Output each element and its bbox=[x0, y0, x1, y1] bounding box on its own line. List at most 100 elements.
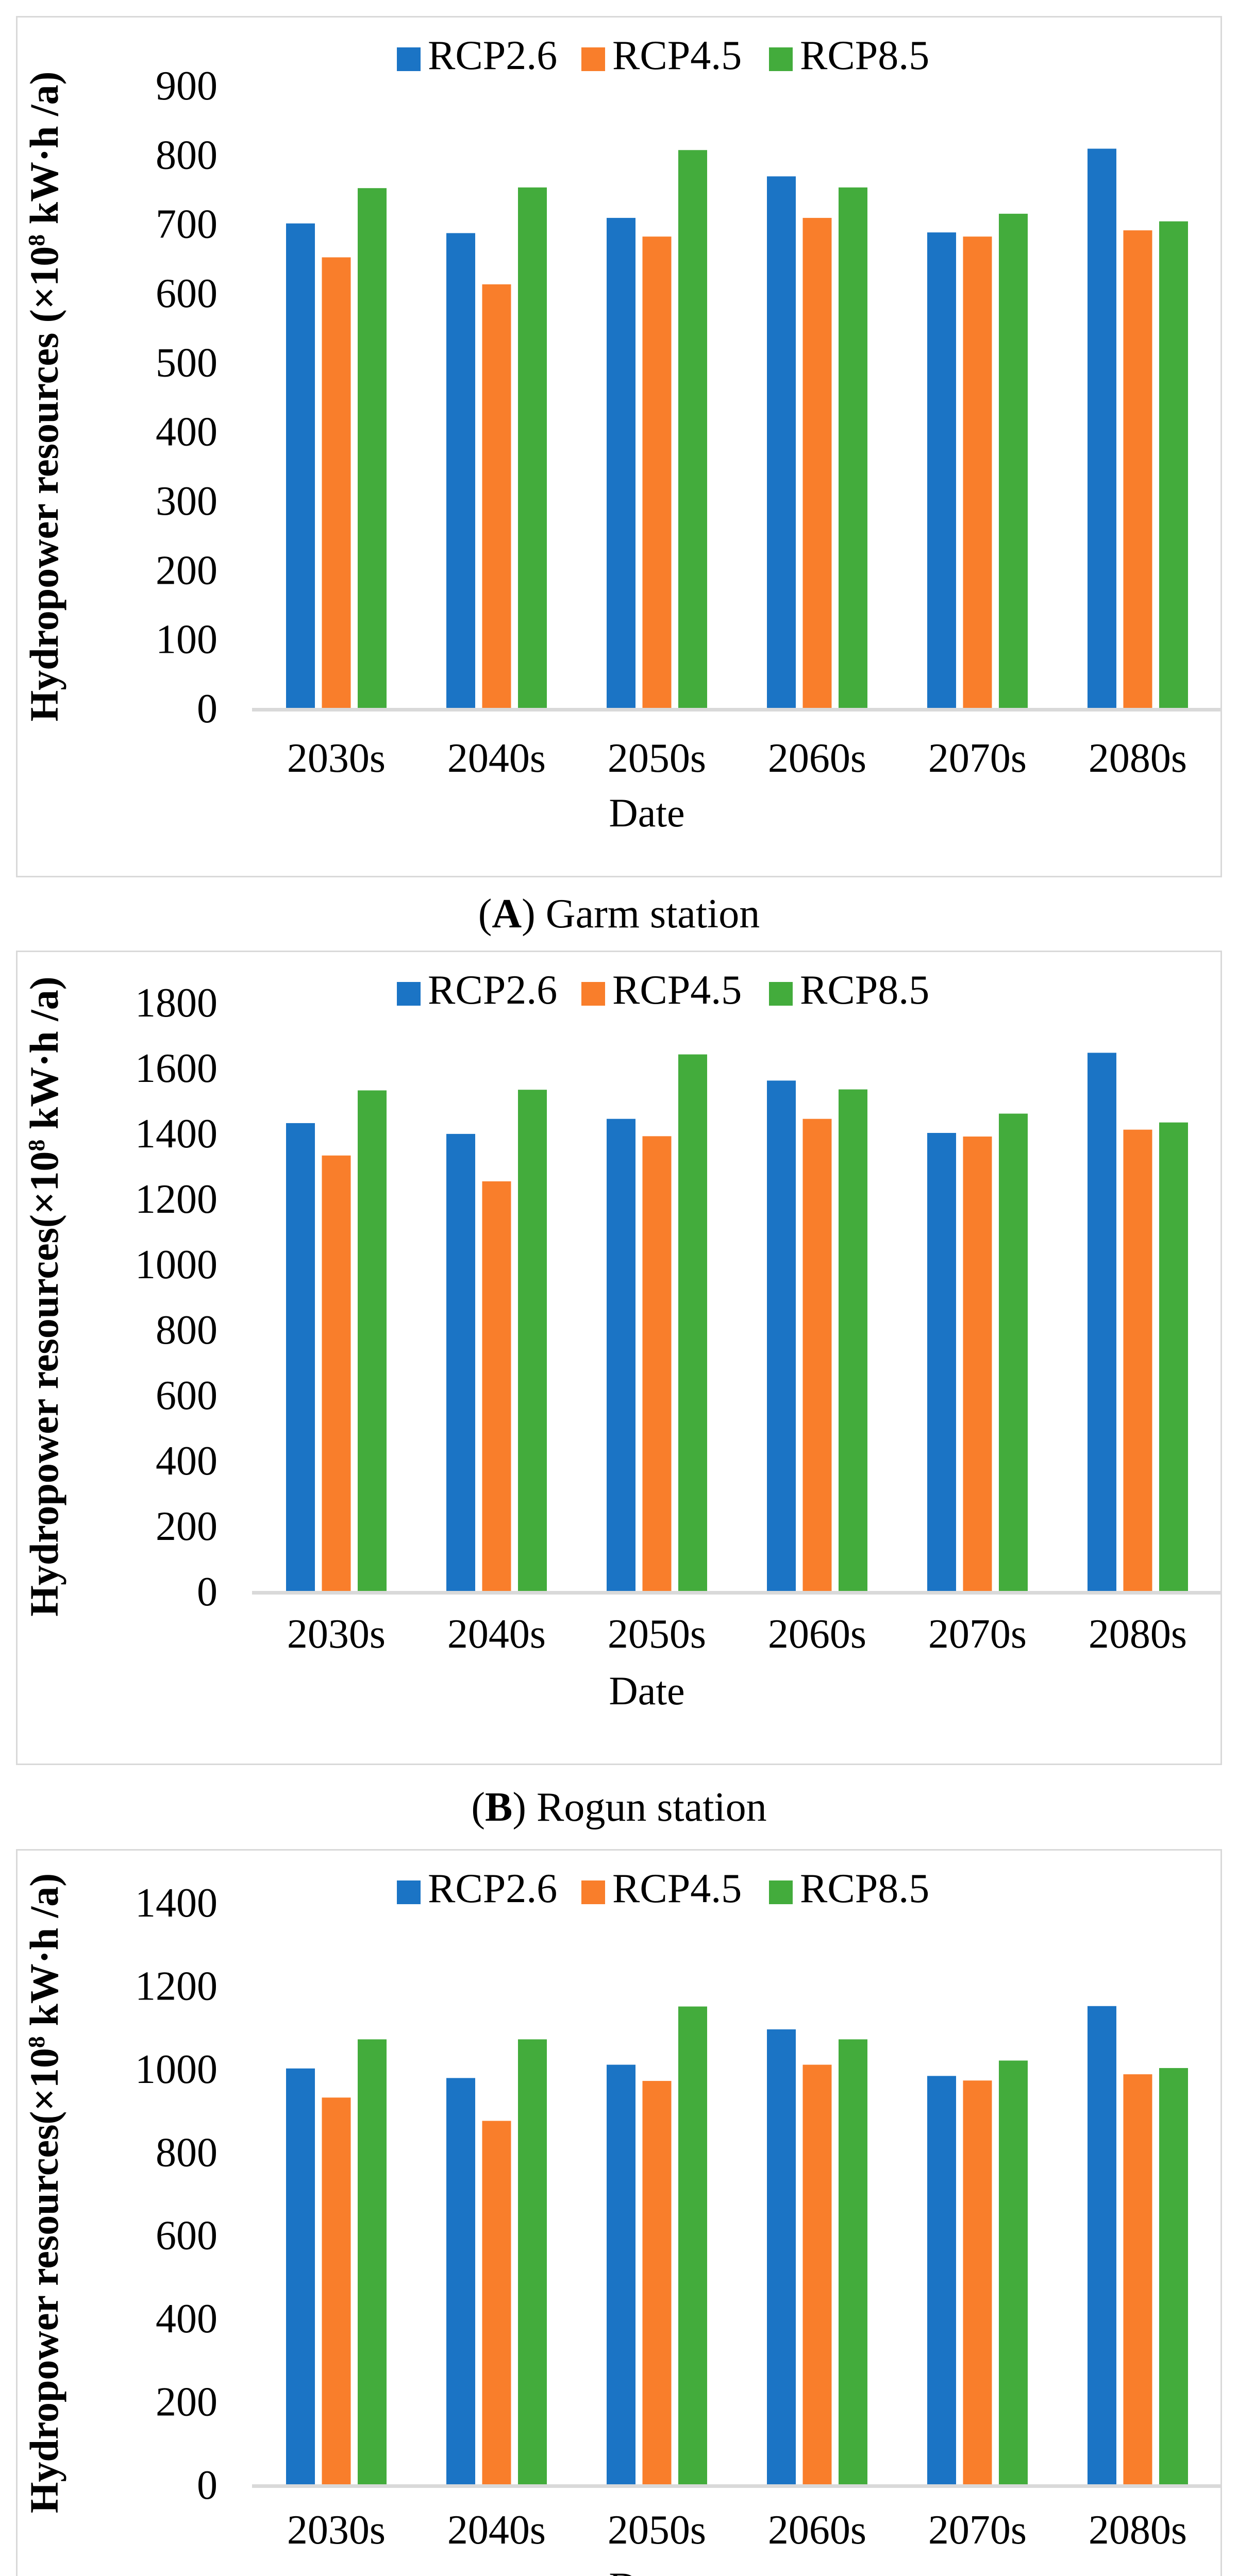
legend-label-RCP8.5: RCP8.5 bbox=[800, 968, 929, 1013]
bar-RCP8.5-2070s bbox=[999, 1113, 1028, 1591]
caption-garm-pre: ( bbox=[478, 891, 492, 937]
y-axis-title: Hydropower resources (×108 kW·h /a) bbox=[22, 71, 66, 721]
y-tick-label: 800 bbox=[156, 1308, 218, 1353]
x-tick-label: 2060s bbox=[768, 2507, 866, 2553]
y-tick-label: 800 bbox=[156, 132, 218, 178]
x-tick-label: 2050s bbox=[608, 1612, 706, 1657]
legend-swatch-RCP4.5 bbox=[581, 982, 605, 1006]
bar-chart-garm: 0 100 200 300 400 500 600 700 800 900 Hydropower r… bbox=[22, 33, 1220, 835]
x-tick-label: 2030s bbox=[287, 1612, 386, 1657]
y-tick-label: 600 bbox=[156, 271, 218, 316]
caption-rogun-text: ) Rogun station bbox=[512, 1784, 767, 1830]
bar-RCP2.6-2080s bbox=[1088, 2006, 1116, 2484]
y-tick-label: 400 bbox=[156, 1438, 218, 1484]
legend-swatch-RCP2.6 bbox=[397, 1880, 421, 1904]
bar-RCP8.5-2030s bbox=[358, 1090, 387, 1591]
x-axis-title: Date bbox=[609, 2564, 684, 2576]
bar-RCP2.6-2050s bbox=[607, 2064, 635, 2484]
bar-RCP8.5-2060s bbox=[839, 2039, 867, 2484]
caption-garm: (A) Garm station bbox=[0, 877, 1238, 951]
y-tick-label: 1200 bbox=[135, 1963, 218, 2009]
bar-RCP2.6-2060s bbox=[767, 176, 796, 708]
bar-RCP8.5-2030s bbox=[358, 2039, 387, 2484]
bar-RCP8.5-2050s bbox=[678, 150, 707, 708]
legend-swatch-RCP8.5 bbox=[769, 1880, 793, 1904]
y-tick-label: 0 bbox=[197, 2463, 218, 2508]
chart-panel-garm: 0 100 200 300 400 500 600 700 800 900 Hydropower r… bbox=[16, 16, 1222, 877]
y-tick-label: 1800 bbox=[135, 980, 218, 1026]
y-tick-label: 200 bbox=[156, 548, 218, 593]
bar-RCP2.6-2060s bbox=[767, 2029, 796, 2484]
y-tick-label: 400 bbox=[156, 2296, 218, 2342]
bar-RCP2.6-2070s bbox=[927, 232, 956, 708]
bar-RCP8.5-2030s bbox=[358, 188, 387, 708]
y-tick-label: 400 bbox=[156, 410, 218, 455]
bar-RCP2.6-2060s bbox=[767, 1080, 796, 1591]
x-tick-label: 2060s bbox=[768, 736, 866, 781]
bar-RCP4.5-2050s bbox=[642, 1136, 672, 1591]
legend-label-RCP4.5: RCP4.5 bbox=[612, 1866, 742, 1911]
panel-wrap-nurek: 0 200 400 600 800 1000 1200 1400 Hydropower reso… bbox=[0, 1849, 1238, 2576]
bar-RCP2.6-2080s bbox=[1088, 148, 1116, 708]
y-tick-label: 1000 bbox=[135, 2047, 218, 2092]
y-tick-label: 1400 bbox=[135, 1111, 218, 1157]
y-tick-label: 0 bbox=[197, 1569, 218, 1615]
bar-RCP2.6-2040s bbox=[446, 1133, 475, 1591]
bar-RCP4.5-2050s bbox=[642, 236, 672, 708]
bar-RCP8.5-2050s bbox=[678, 2006, 707, 2484]
bar-RCP4.5-2080s bbox=[1123, 230, 1152, 708]
bar-RCP4.5-2070s bbox=[963, 1136, 992, 1591]
x-tick-label: 2080s bbox=[1089, 736, 1187, 781]
bar-RCP8.5-2040s bbox=[518, 1090, 547, 1591]
panel-wrap-rogun: 0 200 400 600 800 1000 1200 1400 1600 1800 Hydropo… bbox=[0, 951, 1238, 1765]
bar-RCP8.5-2080s bbox=[1159, 2068, 1188, 2484]
x-tick-label: 2050s bbox=[608, 736, 706, 781]
bar-RCP4.5-2060s bbox=[802, 217, 832, 708]
bar-RCP2.6-2040s bbox=[446, 2078, 475, 2484]
bar-RCP4.5-2070s bbox=[963, 236, 992, 708]
y-tick-label: 500 bbox=[156, 340, 218, 385]
caption-rogun-label: B bbox=[484, 1784, 513, 1830]
y-tick-label: 200 bbox=[156, 2380, 218, 2425]
x-axis-line bbox=[252, 1591, 1220, 1595]
y-axis-title: Hydropower resources(×108 kW·h /a) bbox=[22, 976, 66, 1617]
x-tick-label: 2080s bbox=[1089, 1612, 1187, 1657]
bar-RCP8.5-2060s bbox=[839, 187, 867, 708]
bar-RCP4.5-2080s bbox=[1123, 2074, 1152, 2484]
bar-RCP4.5-2080s bbox=[1123, 1129, 1152, 1591]
y-tick-label: 200 bbox=[156, 1504, 218, 1549]
bar-RCP2.6-2030s bbox=[286, 2068, 315, 2484]
legend-swatch-RCP8.5 bbox=[769, 47, 793, 71]
chart-panel-nurek: 0 200 400 600 800 1000 1200 1400 Hydropower reso… bbox=[16, 1849, 1222, 2576]
y-tick-label: 300 bbox=[156, 479, 218, 524]
x-tick-label: 2070s bbox=[928, 2507, 1027, 2553]
bar-RCP8.5-2070s bbox=[999, 2060, 1028, 2484]
bar-RCP4.5-2040s bbox=[482, 284, 511, 708]
y-tick-label: 1000 bbox=[135, 1242, 218, 1287]
legend-swatch-RCP2.6 bbox=[397, 47, 421, 71]
x-tick-label: 2040s bbox=[447, 1612, 546, 1657]
bar-RCP2.6-2050s bbox=[607, 1118, 635, 1591]
y-tick-label: 700 bbox=[156, 202, 218, 247]
bar-RCP2.6-2080s bbox=[1088, 1053, 1116, 1591]
x-tick-label: 2040s bbox=[447, 2507, 546, 2553]
x-tick-label: 2030s bbox=[287, 736, 386, 781]
bar-RCP2.6-2030s bbox=[286, 223, 315, 708]
legend-label-RCP2.6: RCP2.6 bbox=[428, 33, 557, 78]
bar-RCP8.5-2080s bbox=[1159, 1122, 1188, 1591]
x-tick-label: 2040s bbox=[447, 736, 546, 781]
bar-chart-rogun: 0 200 400 600 800 1000 1200 1400 1600 1800 Hydropo… bbox=[22, 968, 1220, 1713]
bar-RCP8.5-2080s bbox=[1159, 221, 1188, 708]
caption-rogun: (B) Rogun station bbox=[0, 1765, 1238, 1849]
y-tick-label: 0 bbox=[197, 686, 218, 732]
bar-RCP2.6-2050s bbox=[607, 217, 635, 708]
legend-swatch-RCP8.5 bbox=[769, 982, 793, 1006]
y-tick-label: 600 bbox=[156, 1373, 218, 1418]
legend-label-RCP2.6: RCP2.6 bbox=[428, 1866, 557, 1911]
bar-RCP4.5-2030s bbox=[322, 2097, 351, 2484]
bar-RCP4.5-2030s bbox=[322, 257, 351, 708]
legend-swatch-RCP4.5 bbox=[581, 47, 605, 71]
legend-label-RCP8.5: RCP8.5 bbox=[800, 1866, 929, 1911]
bar-RCP4.5-2060s bbox=[802, 1118, 832, 1591]
